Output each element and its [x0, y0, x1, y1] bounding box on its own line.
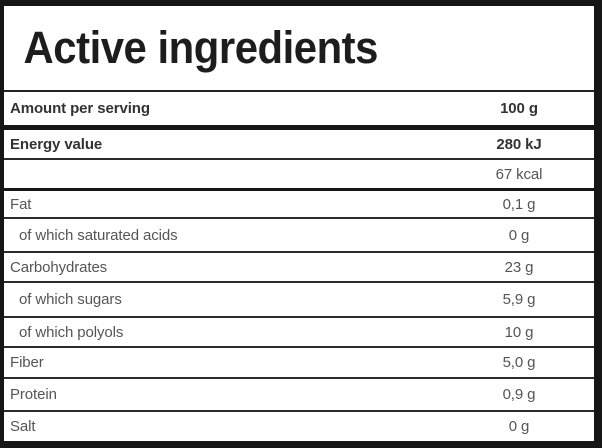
row-value: 0,1 g: [502, 195, 536, 213]
table-row: of which saturated acids 0 g: [4, 219, 594, 253]
nutrition-table: Amount per serving 100 g Energy value 280 k…: [4, 92, 594, 441]
row-value: 10 g: [504, 323, 534, 341]
row-value: 0 g: [508, 418, 530, 435]
label-title: Active ingredients: [23, 22, 379, 73]
table-row: 67 kcal: [4, 160, 594, 191]
row-value: 0 g: [508, 226, 530, 244]
row-label: Energy value: [10, 135, 103, 153]
row-value: 5,0 g: [502, 354, 536, 371]
row-label: Protein: [10, 386, 57, 403]
table-row: Fiber 5,0 g: [4, 348, 594, 379]
row-label: Salt: [10, 418, 36, 435]
row-value: 0,9 g: [502, 386, 536, 403]
row-value: 67 kcal: [495, 165, 543, 183]
row-label: of which saturated acids: [19, 226, 178, 244]
row-label: Carbohydrates: [10, 258, 108, 276]
row-label: Amount per serving: [10, 100, 150, 117]
row-label: Fat: [10, 195, 32, 213]
table-row: of which polyols 10 g: [4, 318, 594, 348]
table-row: Salt 0 g: [4, 412, 594, 441]
row-label: of which polyols: [19, 323, 124, 341]
row-value: 100 g: [500, 100, 538, 117]
table-row: Carbohydrates 23 g: [4, 253, 594, 283]
table-row: Protein 0,9 g: [4, 379, 594, 412]
table-row: Energy value 280 kJ: [4, 130, 594, 160]
table-row: Fat 0,1 g: [4, 191, 594, 219]
row-value: 23 g: [504, 258, 534, 276]
row-value: 280 kJ: [496, 135, 542, 153]
label-header: Active ingredients: [4, 6, 594, 92]
row-value: 5,9 g: [502, 291, 536, 308]
row-label: Fiber: [10, 354, 44, 371]
table-row: Amount per serving 100 g: [4, 92, 594, 130]
table-row: of which sugars 5,9 g: [4, 283, 594, 318]
row-label: of which sugars: [19, 291, 122, 308]
